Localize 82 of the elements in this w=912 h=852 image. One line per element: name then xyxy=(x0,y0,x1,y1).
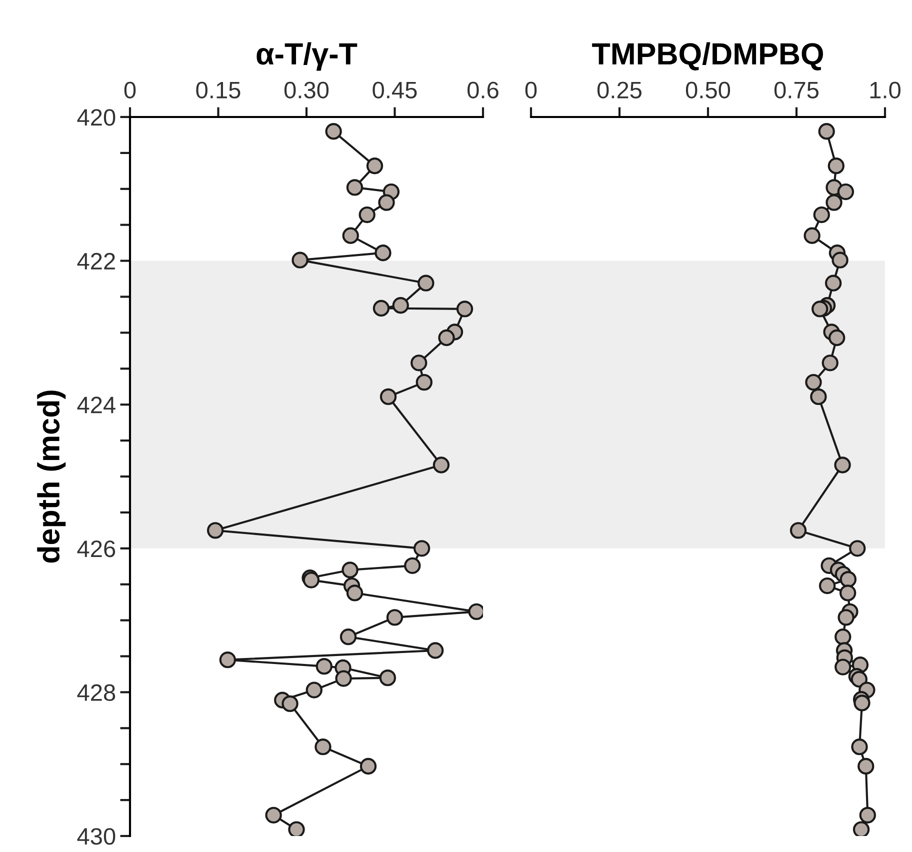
point xyxy=(432,456,450,474)
point xyxy=(839,584,856,602)
point xyxy=(410,354,428,372)
point xyxy=(790,522,807,539)
point xyxy=(840,570,857,588)
point xyxy=(828,329,846,346)
point xyxy=(822,354,838,372)
point xyxy=(358,206,376,224)
point xyxy=(438,329,455,346)
y-tick-label: 430 xyxy=(77,828,116,845)
point xyxy=(374,244,392,262)
point xyxy=(380,388,397,406)
point xyxy=(292,252,308,268)
point xyxy=(413,540,430,557)
point xyxy=(810,388,827,406)
point xyxy=(851,738,868,756)
point xyxy=(834,658,852,676)
point xyxy=(360,758,377,775)
y-tick-label: 426 xyxy=(77,540,116,558)
point xyxy=(379,669,396,686)
x-tick-label: 0.45 xyxy=(372,82,417,98)
point xyxy=(372,300,390,317)
x-tick-label: 0.50 xyxy=(686,82,730,98)
point xyxy=(858,758,874,775)
point xyxy=(832,252,848,268)
point xyxy=(404,557,421,574)
point xyxy=(818,577,836,594)
point xyxy=(804,227,820,244)
point xyxy=(314,738,332,756)
x-tick-label: 0.6 xyxy=(468,82,498,98)
point xyxy=(378,194,395,211)
point xyxy=(342,227,359,244)
y-axis-title: depth (mcd) xyxy=(37,390,66,563)
y-tick-label: 424 xyxy=(77,396,116,414)
point xyxy=(392,297,409,314)
point xyxy=(824,274,842,292)
point xyxy=(834,456,851,474)
y-tick-label: 422 xyxy=(77,252,115,270)
point xyxy=(852,821,870,836)
point xyxy=(849,540,866,557)
y-tick-label: 420 xyxy=(77,109,116,126)
point xyxy=(854,694,870,712)
point xyxy=(416,374,433,391)
x-tick-label: 0 xyxy=(525,82,537,98)
point xyxy=(366,158,384,174)
point xyxy=(340,628,357,646)
point xyxy=(812,300,828,318)
x-axis-title: α-T/γ-T xyxy=(256,42,358,71)
point xyxy=(828,158,844,174)
point xyxy=(219,652,236,668)
point xyxy=(837,183,854,200)
x-tick-label: 0.75 xyxy=(774,82,818,98)
point xyxy=(346,179,364,196)
point xyxy=(859,806,876,824)
point xyxy=(813,206,830,224)
point xyxy=(288,821,305,836)
point xyxy=(346,584,364,602)
x-tick-label: 1.0 xyxy=(870,82,900,98)
point xyxy=(805,374,822,391)
point xyxy=(850,670,868,688)
x-tick-label: 0.30 xyxy=(284,82,329,98)
x-tick-label: 0 xyxy=(124,82,136,98)
x-tick-label: 0.25 xyxy=(597,82,642,98)
point xyxy=(838,609,854,626)
point xyxy=(342,562,358,578)
point xyxy=(316,658,332,675)
point xyxy=(386,609,404,626)
point xyxy=(265,806,282,824)
point xyxy=(206,522,224,539)
point xyxy=(335,670,352,687)
point xyxy=(282,695,298,712)
point xyxy=(456,300,474,318)
point xyxy=(818,123,835,140)
point xyxy=(427,642,444,659)
point xyxy=(418,274,434,292)
x-tick-label: 0.15 xyxy=(196,82,240,98)
point xyxy=(306,682,322,698)
y-tick-label: 428 xyxy=(77,684,116,701)
point xyxy=(834,628,852,646)
x-axis-title: TMPBQ/DMPBQ xyxy=(592,42,823,70)
point xyxy=(325,123,342,140)
point xyxy=(826,194,842,211)
